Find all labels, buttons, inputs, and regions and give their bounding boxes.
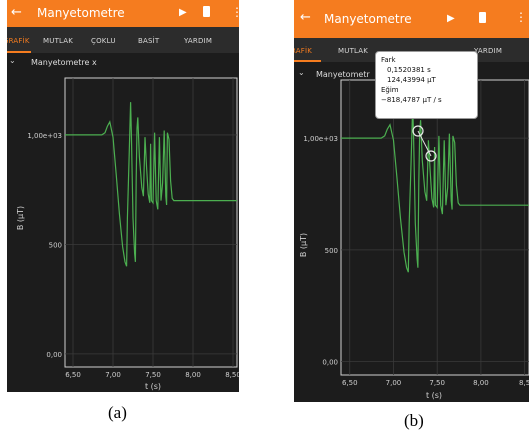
tooltip-delta-time: 0,1520381 s [387, 66, 431, 74]
chart-a[interactable]: 1,00e+03 500 0,00 6,50 7,00 7,50 8,00 8,50 B (… [7, 0, 239, 392]
trash-icon[interactable] [203, 6, 210, 17]
trash-icon[interactable] [479, 12, 486, 23]
app-toolbar: ← Manyetometre ▶ ⋮ [294, 0, 529, 38]
x-tick-label: 8,5 [519, 379, 529, 387]
y-tick-label: 1,00e+03 [27, 132, 62, 140]
tooltip-delta-field: 124,43994 µT [387, 76, 436, 84]
caption-b: (b) [404, 411, 424, 430]
y-axis-label: B (µT) [299, 233, 308, 257]
tab-coklu[interactable]: ÇOKLU [91, 37, 116, 45]
y-tick-label: 0,00 [46, 351, 62, 359]
tab-grafik[interactable]: GRAFİK [7, 37, 30, 45]
play-icon[interactable]: ▶ [179, 7, 187, 18]
x-tick-label: 7,00 [386, 379, 402, 387]
x-tick-label: 6,50 [65, 371, 81, 379]
tab-basit[interactable]: BASİT [138, 37, 160, 45]
x-tick-label: 7,50 [145, 371, 161, 379]
x-tick-label: 6,50 [342, 379, 358, 387]
app-title: Manyetometre [324, 12, 412, 26]
caption-a: (a) [108, 403, 127, 422]
x-gridlines [72, 78, 234, 367]
cursor-marker-2[interactable] [425, 150, 437, 162]
y-tick-label: 500 [325, 247, 338, 255]
back-arrow-icon[interactable]: ← [11, 5, 22, 20]
play-icon[interactable]: ▶ [447, 13, 455, 24]
active-tab-indicator [294, 60, 321, 62]
tab-mutlak[interactable]: MUTLAK [43, 37, 74, 45]
x-tick-label: 7,50 [429, 379, 445, 387]
y-tick-label: 1,00e+03 [303, 135, 338, 143]
difference-tooltip: Fark 0,1520381 s 124,43994 µT Eğim −818,… [375, 51, 478, 119]
x-tick-label: 8,00 [473, 379, 489, 387]
x-gridlines [349, 80, 526, 375]
x-axis-label: t (s) [426, 391, 442, 400]
chevron-collapse-icon[interactable]: ⌄ [9, 56, 16, 65]
tab-bar: GRAFİK MUTLAK ÇOKLU BASİT YARDIM [7, 27, 239, 53]
tab-yardim[interactable]: YARDIM [184, 37, 213, 45]
plot-title: Manyetometre x [31, 58, 97, 67]
tooltip-heading: Fark [381, 56, 396, 64]
app-title: Manyetometre [37, 6, 125, 20]
screenshot-panel-a: ← Manyetometre ▶ ⋮ GRAFİK MUTLAK ÇOKLU B… [7, 0, 239, 392]
overflow-menu-icon[interactable]: ⋮ [515, 10, 527, 24]
x-tick-label: 7,00 [105, 371, 121, 379]
cursor-marker-1[interactable] [412, 125, 424, 137]
tooltip-slope-value: −818,4787 µT / s [381, 96, 442, 104]
tab-mutlak[interactable]: MUTLAK [338, 47, 369, 55]
app-toolbar: ← Manyetometre ▶ ⋮ [7, 0, 239, 27]
magnetometer-trace [341, 104, 529, 273]
tab-yardim[interactable]: YARDIM [474, 47, 503, 55]
plot-area [64, 77, 238, 368]
y-tick-label: 500 [49, 241, 62, 249]
magnetometer-trace [65, 102, 237, 267]
plot-title: Manyetometr [316, 70, 370, 79]
y-tick-label: 0,00 [322, 359, 338, 367]
active-tab-indicator [7, 51, 31, 53]
screenshot-panel-b: ← Manyetometre ▶ ⋮ RAFİK MUTLAK YARDIM ⌄… [294, 0, 529, 402]
x-axis-label: t (s) [145, 382, 161, 391]
overflow-menu-icon[interactable]: ⋮ [231, 5, 239, 19]
x-tick-label: 8,00 [185, 371, 201, 379]
chevron-collapse-icon[interactable]: ⌄ [298, 68, 305, 77]
x-tick-label: 8,50 [225, 371, 239, 379]
back-arrow-icon[interactable]: ← [300, 10, 311, 25]
plot-area [340, 79, 529, 376]
tab-grafik[interactable]: RAFİK [294, 47, 313, 55]
tooltip-slope-label: Eğim [381, 86, 399, 94]
y-axis-label: B (µT) [16, 206, 25, 230]
